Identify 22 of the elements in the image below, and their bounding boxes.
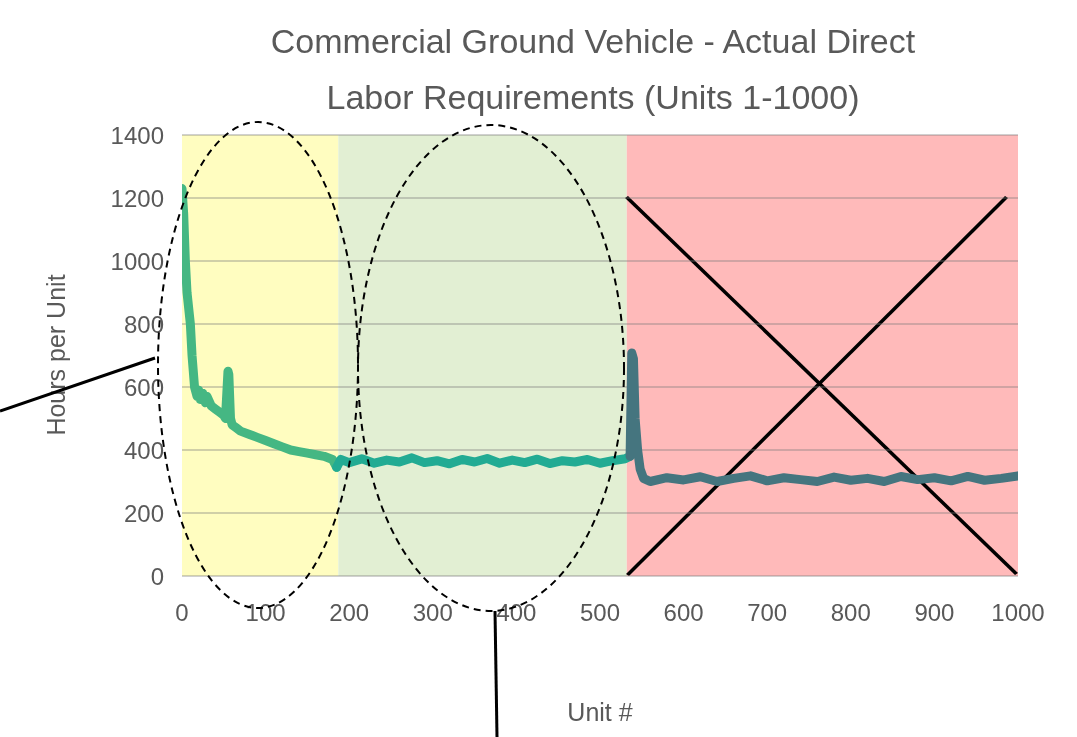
x-tick-label: 1000 — [991, 599, 1045, 627]
x-tick-label: 700 — [747, 599, 788, 627]
y-tick-label: 600 — [123, 373, 164, 401]
y-tick-label: 400 — [123, 436, 164, 464]
y-tick-label: 800 — [123, 310, 164, 338]
x-axis-title: Unit # — [566, 698, 634, 727]
x-tick-label: 300 — [412, 599, 453, 627]
x-tick-label: 200 — [329, 599, 370, 627]
x-tick-label: 800 — [830, 599, 871, 627]
y-tick-label: 0 — [150, 562, 164, 590]
chart-title: Commercial Ground Vehicle - Actual Direct Labor Requirements (Units 1-1000) — [269, 21, 917, 118]
x-tick-label: 100 — [245, 599, 286, 627]
x-tick-label: 500 — [579, 599, 621, 627]
x-tick-label: 0 — [175, 599, 189, 627]
y-tick-label: 1400 — [110, 121, 164, 149]
y-tick-label: 200 — [123, 499, 164, 527]
y-axis-title: Hours per Unit — [41, 273, 71, 438]
x-tick-label: 600 — [663, 599, 704, 627]
y-tick-label: 1000 — [110, 247, 164, 275]
y-tick-label: 1200 — [110, 184, 164, 212]
x-tick-label: 400 — [496, 599, 537, 627]
x-tick-label: 900 — [914, 599, 955, 627]
